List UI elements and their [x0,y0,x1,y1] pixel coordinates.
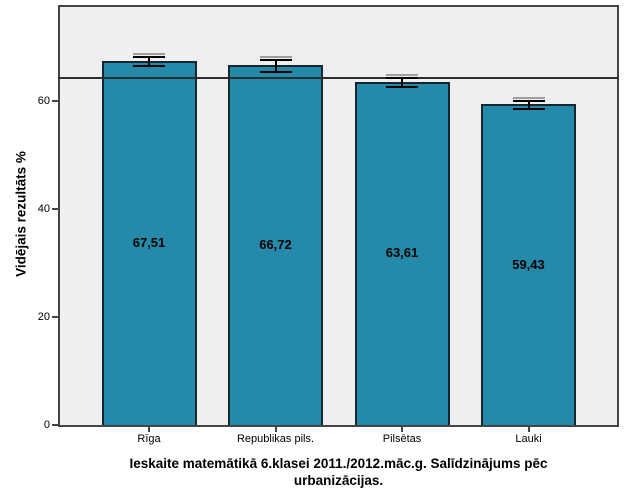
x-tick-label: Republikas pils. [236,433,315,445]
chart-title-line: urbanizācijas. [293,473,384,488]
error-bar-line [274,58,277,72]
y-tick-label: 60 [37,95,50,108]
error-bar-bottom-cap [386,85,418,88]
error-bar-line [527,100,530,109]
error-bar-bottom-cap [133,64,165,67]
error-bar-cap-shadow [259,55,292,58]
y-tick-label: 40 [37,203,50,216]
x-tick-mark [527,427,530,432]
x-tick-mark [148,427,150,432]
bar-value-label: 66,72 [259,237,292,253]
bar [228,65,323,425]
error-bar-top-cap [386,77,418,80]
y-tick-label: 20 [37,311,50,324]
chart-title-line: Ieskaite matemātikā 6.klasei 2011./2012.… [129,456,548,471]
y-tick-mark [52,208,58,211]
x-tick-mark [274,427,277,432]
x-tick-label: Pilsētas [382,433,422,445]
reference-line [58,77,619,80]
bar [101,60,197,425]
y-tick-mark [52,316,58,319]
error-bar-top-cap [512,100,545,103]
x-tick-label: Lauki [515,433,542,445]
error-bar-top-cap [133,56,165,59]
bar [481,104,576,425]
y-tick-mark [52,100,58,103]
bar [354,81,450,425]
bar-value-label: 67,51 [132,234,166,250]
x-tick-mark [401,427,403,432]
error-bar-line [401,77,403,87]
error-bar-cap-shadow [386,74,418,77]
y-tick-label: 0 [43,419,50,431]
plot-area: 67,51 66,72 63,61 59,43 [58,5,619,427]
bar-value-label: 59,43 [512,256,545,272]
y-tick-mark [52,424,58,426]
error-bar-bottom-cap [512,107,545,110]
error-bar-bottom-cap [259,70,292,73]
error-bar-cap-shadow [133,53,165,56]
x-tick-label: Rīga [137,433,161,445]
error-bar-cap-shadow [512,97,545,100]
error-bar-top-cap [259,58,292,61]
error-bar-line [148,56,150,66]
chart-title: Ieskaite matemātikā 6.klasei 2011./2012.… [58,455,619,489]
bar-value-label: 63,61 [385,245,419,261]
